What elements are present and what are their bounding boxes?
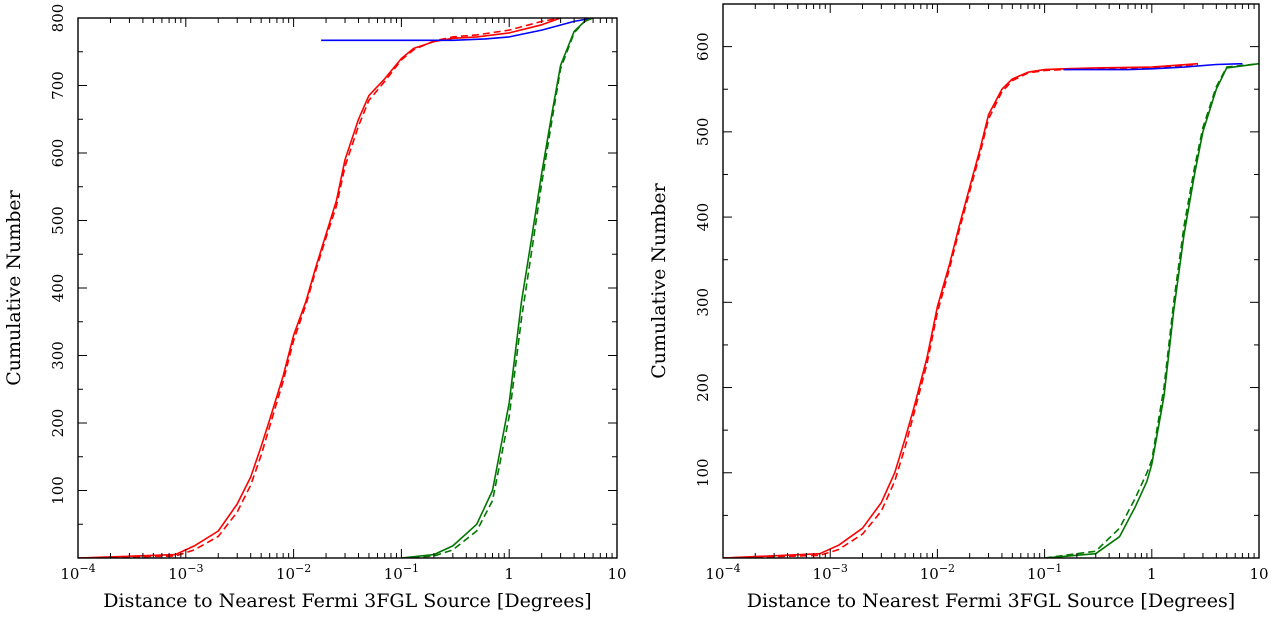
x-tick-label: 1 (504, 565, 514, 583)
plot-area (723, 62, 1259, 558)
series-line-2 (321, 18, 594, 42)
series-line-4 (1044, 62, 1259, 558)
y-tick-label: 100 (49, 476, 67, 505)
plot-frame (77, 17, 618, 559)
y-tick-label: 300 (49, 341, 67, 370)
y-tick-label: 400 (694, 203, 712, 232)
y-tick-label: 200 (694, 373, 712, 402)
x-axis-label: Distance to Nearest Fermi 3FGL Source [D… (747, 590, 1235, 612)
series-line-3 (401, 18, 594, 558)
x-tick-label: 10−3 (168, 562, 203, 583)
y-tick-label: 500 (49, 206, 67, 235)
chart-panel-right: 10−4 10−3 10−2 10−1 1 10 100 200 300 400 500 600 Dis… (648, 3, 1269, 612)
x-tick-label: 10−4 (60, 562, 95, 583)
series-line-1 (78, 18, 561, 558)
y-tick-label: 600 (694, 32, 712, 61)
plot-frame (722, 3, 1260, 559)
plot-area (78, 18, 594, 558)
y-axis-label: Cumulative Number (648, 182, 670, 378)
x-tick-label: 10−3 (813, 562, 848, 583)
y-tick-label: 600 (49, 139, 67, 168)
x-tick-label: 10−1 (384, 562, 419, 583)
x-tick-label: 10−2 (276, 562, 311, 583)
y-tick-label: 400 (49, 274, 67, 303)
y-tick-label: 500 (694, 118, 712, 147)
x-tick-label: 10−4 (705, 562, 740, 583)
x-tick-label: 10 (1249, 565, 1268, 583)
x-tick-label: 10−2 (920, 562, 955, 583)
y-tick-label: 300 (694, 288, 712, 317)
y-tick-label: 800 (49, 4, 67, 33)
y-tick-label: 700 (49, 71, 67, 100)
y-tick-label: 100 (694, 458, 712, 487)
x-tick-label: 10−1 (1027, 562, 1062, 583)
chart-panel-left: 10−4 10−3 10−2 10−1 1 10 100 200 300 400 500 600 700… (3, 4, 627, 612)
series-line-0 (723, 62, 1199, 558)
x-axis-label: Distance to Nearest Fermi 3FGL Source [D… (103, 590, 591, 612)
series-line-3 (1044, 62, 1259, 558)
x-tick-label: 1 (1147, 565, 1157, 583)
series-line-4 (401, 18, 594, 558)
x-tick-label: 10 (607, 565, 626, 583)
y-tick-label: 200 (49, 409, 67, 438)
series-line-0 (78, 18, 561, 558)
series-line-1 (723, 63, 1199, 558)
series-line-2 (1063, 62, 1243, 71)
y-axis-label: Cumulative Number (3, 189, 25, 385)
